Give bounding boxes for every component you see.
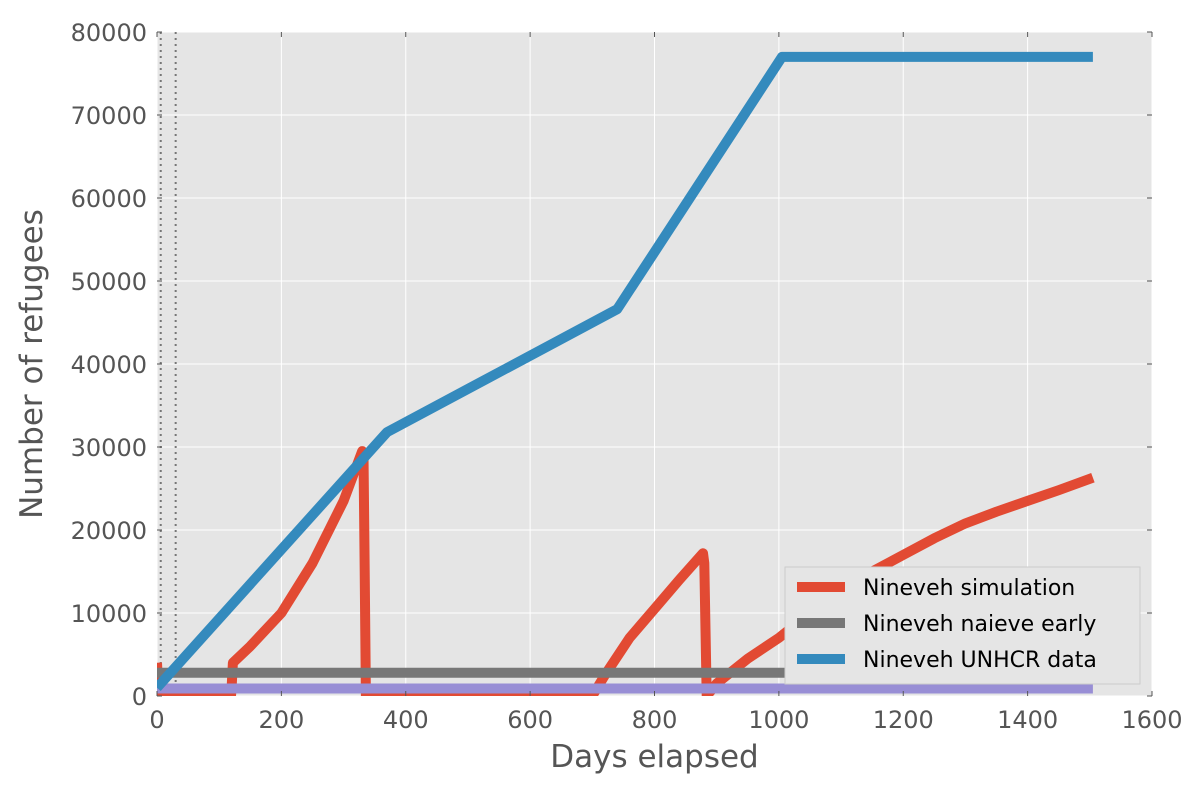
y-tick-labels: 0 10000 20000 30000 40000 50000 60000 70000 8000… <box>71 19 147 711</box>
x-tick-label: 400 <box>383 706 429 734</box>
y-tick-label: 80000 <box>71 19 147 47</box>
y-tick-label: 0 <box>132 683 147 711</box>
x-axis-label: Days elapsed <box>550 739 758 775</box>
ticks <box>156 31 1153 697</box>
x-tick-label: 800 <box>632 706 678 734</box>
x-tick-label: 200 <box>258 706 304 734</box>
y-tick-label: 10000 <box>71 600 147 628</box>
y-tick-label: 50000 <box>71 268 147 296</box>
x-tick-label: 1400 <box>997 706 1058 734</box>
x-tick-label: 0 <box>149 706 164 734</box>
y-tick-label: 40000 <box>71 351 147 379</box>
vertical-markers <box>159 32 177 696</box>
series-group <box>157 51 1095 696</box>
legend-label-unhcr-data: Nineveh UNHCR data <box>863 648 1097 673</box>
x-tick-labels: 0 200 400 600 800 1000 1200 1400 1600 <box>149 706 1182 734</box>
x-tick-label: 1200 <box>873 706 934 734</box>
y-tick-label: 20000 <box>71 517 147 545</box>
x-tick-label: 1600 <box>1121 706 1182 734</box>
y-tick-label: 30000 <box>71 434 147 462</box>
series-line-nineveh-simulation <box>157 446 1095 696</box>
legend-label-naieve-early: Nineveh naieve early <box>863 612 1096 637</box>
y-tick-label: 70000 <box>71 102 147 130</box>
y-tick-label: 60000 <box>71 185 147 213</box>
legend-label-simulation: Nineveh simulation <box>863 576 1075 601</box>
legend: Nineveh simulation Nineveh naieve early … <box>784 566 1141 685</box>
y-axis-label: Number of refugees <box>14 209 50 519</box>
x-tick-label: 600 <box>507 706 553 734</box>
x-tick-label: 1000 <box>748 706 809 734</box>
series-line-nineveh-unhcr-data <box>157 51 1093 692</box>
